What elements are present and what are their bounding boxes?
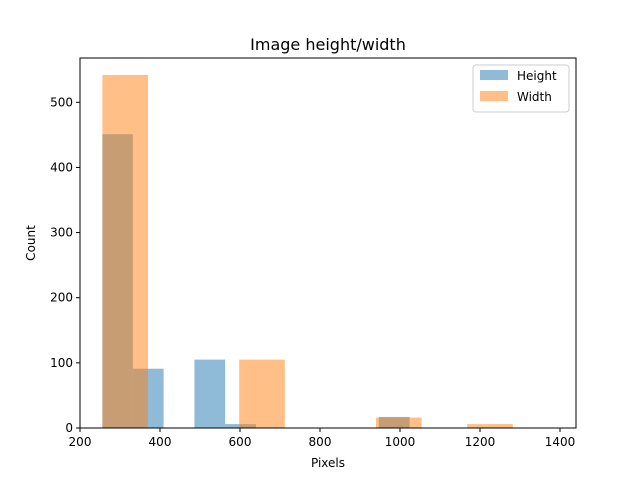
x-tick-label: 1000 <box>385 435 416 449</box>
bar-width-6 <box>376 417 422 428</box>
y-axis-label: Count <box>24 225 38 261</box>
x-tick-label: 1200 <box>465 435 496 449</box>
x-tick-label: 400 <box>149 435 172 449</box>
y-tick-label: 0 <box>65 421 73 435</box>
x-tick-label: 1400 <box>545 435 576 449</box>
legend-label-width: Width <box>517 90 552 104</box>
legend-swatch-width <box>480 91 508 101</box>
legend-items: Height Width <box>480 69 557 104</box>
legend: Height Width <box>472 64 570 113</box>
legend-label-height: Height <box>517 69 557 83</box>
x-tick-label: 600 <box>229 435 252 449</box>
y-tick-label: 300 <box>50 226 73 240</box>
plot-frame <box>79 57 577 429</box>
bar-width-3 <box>239 359 285 428</box>
y-tick-label: 400 <box>50 160 73 174</box>
y-tick-label: 200 <box>50 291 73 305</box>
ticks-layer: 200 400 600 800 1000 1200 1400 0 100 200 300 400 500 <box>50 95 575 449</box>
x-axis-label: Pixels <box>311 456 345 470</box>
x-tick-label: 800 <box>309 435 332 449</box>
bar-height-3 <box>194 359 226 428</box>
bar-width-8 <box>467 424 513 428</box>
chart-title: Image height/width <box>250 35 406 54</box>
x-tick-label: 200 <box>69 435 92 449</box>
y-tick-label: 500 <box>50 95 73 109</box>
legend-swatch-height <box>480 70 508 80</box>
bars-layer <box>102 74 513 429</box>
y-tick-label: 100 <box>50 356 73 370</box>
bar-width-0 <box>102 74 148 429</box>
